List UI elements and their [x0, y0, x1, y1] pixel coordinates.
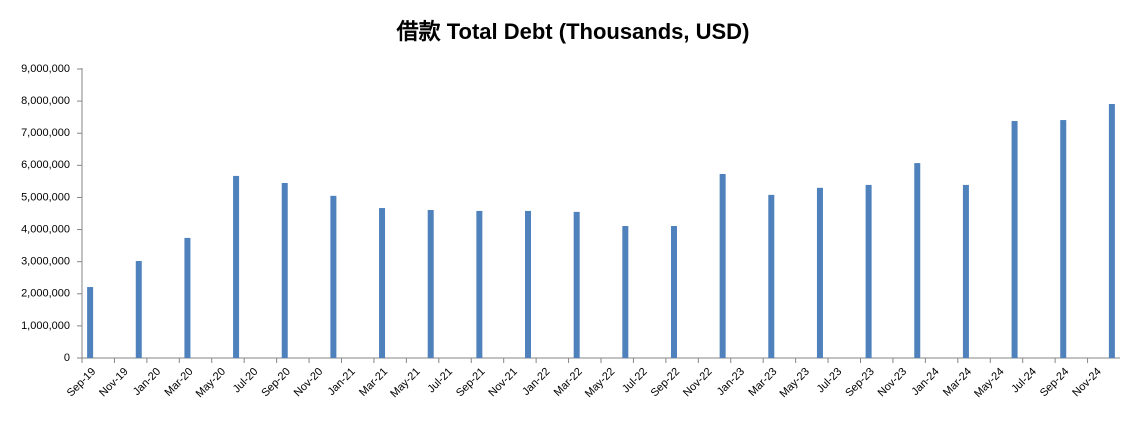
x-tick-label: Sep-21 — [454, 366, 488, 400]
x-tick-label: Sep-24 — [1038, 366, 1072, 400]
x-tick-label: May-24 — [972, 366, 1006, 400]
bar — [87, 287, 94, 358]
x-tick-label: Sep-23 — [843, 366, 877, 400]
bar — [135, 261, 142, 358]
y-tick-label: 3,000,000 — [21, 256, 70, 268]
bar — [476, 210, 483, 358]
y-tick-label: 5,000,000 — [21, 191, 70, 203]
x-tick-label: Jan-22 — [520, 366, 552, 398]
bar — [525, 210, 532, 358]
x-tick-label: Mar-22 — [552, 366, 585, 399]
bar — [1060, 120, 1067, 358]
y-tick-label: 8,000,000 — [21, 95, 70, 107]
bar — [379, 208, 386, 358]
bar — [233, 175, 240, 358]
chart-title: 借款 Total Debt (Thousands, USD) — [396, 19, 750, 44]
bar — [1108, 104, 1115, 358]
x-tick-label: Nov-23 — [876, 366, 910, 400]
bar — [865, 184, 872, 358]
x-tick-label: Jul-20 — [231, 366, 261, 396]
y-tick-label: 1,000,000 — [21, 320, 70, 332]
x-tick-label: Sep-19 — [65, 366, 99, 400]
bar — [719, 174, 726, 358]
x-tick-label: Mar-24 — [941, 366, 974, 399]
y-tick-label: 7,000,000 — [21, 127, 70, 139]
x-tick-label: Mar-20 — [162, 366, 195, 399]
x-tick-label: Jul-22 — [620, 366, 650, 396]
bar — [573, 211, 580, 358]
x-tick-label: Jan-23 — [715, 366, 747, 398]
bar — [330, 195, 337, 358]
y-tick-label: 2,000,000 — [21, 288, 70, 300]
bar — [816, 187, 823, 358]
x-tick-label: Mar-23 — [746, 366, 779, 399]
x-tick-label: May-22 — [583, 366, 617, 400]
bar — [281, 182, 288, 358]
x-tick-label: May-23 — [777, 366, 811, 400]
x-tick-label: Jan-21 — [326, 366, 358, 398]
y-tick-label: 0 — [64, 352, 70, 364]
bar — [1011, 121, 1018, 359]
x-tick-label: Nov-22 — [681, 366, 715, 400]
x-tick-label: Mar-21 — [357, 366, 390, 399]
bar — [914, 163, 921, 358]
x-tick-label: Sep-22 — [649, 366, 683, 400]
y-tick-label: 6,000,000 — [21, 159, 70, 171]
bar — [962, 184, 969, 358]
x-tick-label: May-20 — [194, 366, 228, 400]
x-tick-label: Sep-20 — [259, 366, 293, 400]
x-tick-label: Nov-24 — [1070, 366, 1104, 400]
x-tick-label: Jan-20 — [131, 366, 163, 398]
x-tick-label: Nov-21 — [486, 366, 520, 400]
y-tick-label: 9,000,000 — [21, 63, 70, 75]
x-tick-label: Nov-19 — [97, 366, 131, 400]
bar — [622, 226, 629, 358]
x-tick-label: Jan-24 — [909, 366, 941, 398]
x-tick-label: Nov-20 — [292, 366, 326, 400]
y-tick-label: 4,000,000 — [21, 223, 70, 235]
x-tick-label: Jul-23 — [815, 366, 845, 396]
x-tick-label: Jul-21 — [425, 366, 455, 396]
bar — [427, 209, 434, 358]
bar — [768, 194, 775, 358]
x-tick-label: May-21 — [388, 366, 422, 400]
bar — [670, 226, 677, 358]
x-tick-label: Jul-24 — [1009, 366, 1039, 396]
bar — [184, 237, 191, 358]
